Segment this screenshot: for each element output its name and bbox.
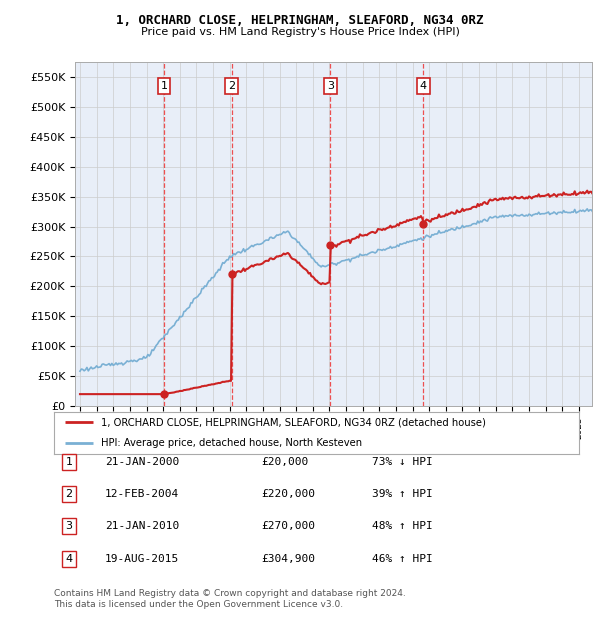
- Text: 1, ORCHARD CLOSE, HELPRINGHAM, SLEAFORD, NG34 0RZ: 1, ORCHARD CLOSE, HELPRINGHAM, SLEAFORD,…: [116, 14, 484, 27]
- Text: £270,000: £270,000: [261, 521, 315, 531]
- Text: 1: 1: [65, 457, 73, 467]
- Text: 39% ↑ HPI: 39% ↑ HPI: [372, 489, 433, 499]
- Text: 12-FEB-2004: 12-FEB-2004: [105, 489, 179, 499]
- Text: 46% ↑ HPI: 46% ↑ HPI: [372, 554, 433, 564]
- Text: 48% ↑ HPI: 48% ↑ HPI: [372, 521, 433, 531]
- Text: 1, ORCHARD CLOSE, HELPRINGHAM, SLEAFORD, NG34 0RZ (detached house): 1, ORCHARD CLOSE, HELPRINGHAM, SLEAFORD,…: [101, 417, 486, 427]
- Text: HPI: Average price, detached house, North Kesteven: HPI: Average price, detached house, Nort…: [101, 438, 362, 448]
- Text: 4: 4: [65, 554, 73, 564]
- Text: 73% ↓ HPI: 73% ↓ HPI: [372, 457, 433, 467]
- Text: £220,000: £220,000: [261, 489, 315, 499]
- Text: 2: 2: [65, 489, 73, 499]
- Text: 19-AUG-2015: 19-AUG-2015: [105, 554, 179, 564]
- Text: Price paid vs. HM Land Registry's House Price Index (HPI): Price paid vs. HM Land Registry's House …: [140, 27, 460, 37]
- Text: Contains HM Land Registry data © Crown copyright and database right 2024.
This d: Contains HM Land Registry data © Crown c…: [54, 590, 406, 609]
- Text: 21-JAN-2010: 21-JAN-2010: [105, 521, 179, 531]
- Text: 4: 4: [419, 81, 427, 91]
- Text: 21-JAN-2000: 21-JAN-2000: [105, 457, 179, 467]
- Text: 3: 3: [327, 81, 334, 91]
- Text: 3: 3: [65, 521, 73, 531]
- Text: £20,000: £20,000: [261, 457, 308, 467]
- Text: £304,900: £304,900: [261, 554, 315, 564]
- Text: 2: 2: [228, 81, 235, 91]
- Text: 1: 1: [161, 81, 167, 91]
